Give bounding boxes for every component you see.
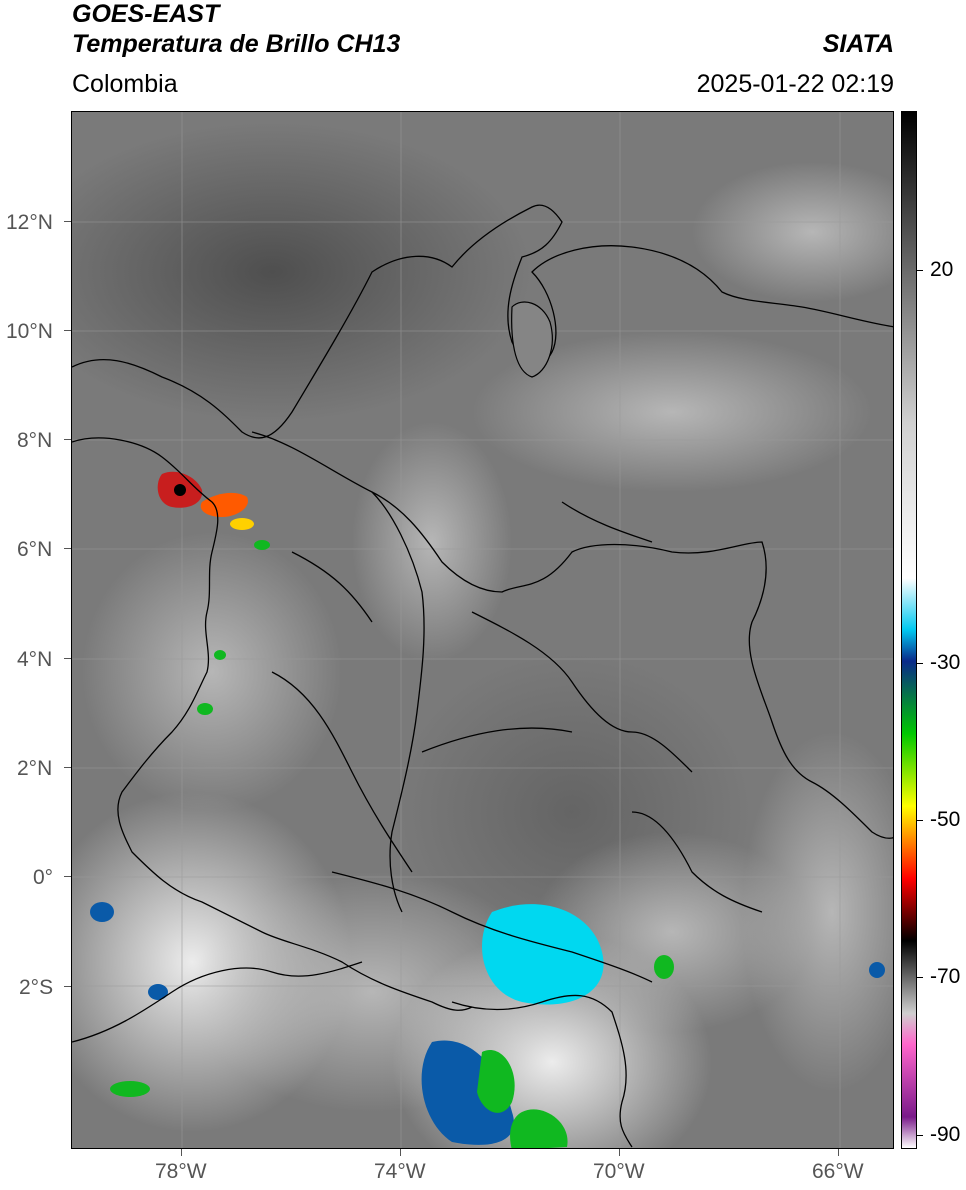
convective-core bbox=[200, 492, 248, 517]
cold-cloud-top bbox=[869, 962, 885, 978]
convective-core bbox=[510, 1109, 568, 1148]
colorbar-tick bbox=[917, 663, 923, 664]
lon-tick bbox=[400, 1149, 401, 1156]
colorbar-tick bbox=[917, 270, 923, 271]
convective-core bbox=[230, 518, 254, 530]
border-internal bbox=[291, 551, 373, 623]
gridlines bbox=[72, 112, 893, 1148]
border-peru bbox=[331, 871, 653, 983]
border-internal bbox=[471, 611, 693, 773]
colorbar-tick bbox=[917, 977, 923, 978]
lat-tick bbox=[64, 330, 71, 331]
border-internal bbox=[421, 727, 573, 753]
lat-tick bbox=[64, 876, 71, 877]
cloud-mass bbox=[742, 732, 893, 1092]
lat-tick bbox=[64, 658, 71, 659]
cold-cloud-top bbox=[482, 904, 604, 1005]
border-internal bbox=[631, 811, 763, 913]
borders bbox=[72, 204, 893, 1148]
cloud-mass bbox=[692, 162, 893, 302]
lat-tick bbox=[64, 221, 71, 222]
cold-cloud-top bbox=[148, 984, 168, 1000]
coastline-pacific bbox=[72, 437, 473, 1011]
convective-core bbox=[254, 540, 270, 550]
lat-label: 12°N bbox=[6, 211, 53, 234]
cloud-mass bbox=[352, 422, 512, 662]
colorbar-label: -70 bbox=[930, 965, 961, 988]
lat-tick bbox=[64, 439, 71, 440]
product-title: Temperatura de Brillo CH13 bbox=[72, 30, 401, 58]
lon-tick bbox=[181, 1149, 182, 1156]
lake-maracaibo bbox=[511, 301, 553, 378]
lat-tick bbox=[64, 767, 71, 768]
satellite-title: GOES-EAST bbox=[72, 0, 220, 28]
border-internal bbox=[271, 671, 413, 873]
convective-core bbox=[214, 650, 226, 660]
colorbar-label: 20 bbox=[930, 258, 954, 281]
convective-core bbox=[110, 1081, 150, 1097]
lat-label: 0° bbox=[33, 866, 54, 889]
convective-core bbox=[654, 955, 674, 979]
dark-region bbox=[72, 122, 532, 422]
convective-core bbox=[174, 484, 186, 496]
cloud-mass bbox=[472, 332, 872, 492]
lon-label: 66°W bbox=[812, 1160, 864, 1183]
lat-label: 6°N bbox=[17, 538, 53, 561]
coastline-north bbox=[72, 204, 893, 439]
colorbar-tick bbox=[917, 1135, 923, 1136]
lon-tick bbox=[838, 1149, 839, 1156]
lat-label: 2°N bbox=[17, 757, 53, 780]
border-ecuador bbox=[72, 961, 363, 1043]
lon-label: 74°W bbox=[374, 1160, 426, 1183]
border-venezuela bbox=[251, 431, 893, 839]
satellite-map[interactable] bbox=[71, 111, 894, 1149]
lon-label: 70°W bbox=[593, 1160, 645, 1183]
brand-label: SIATA bbox=[822, 30, 894, 58]
temperature-colorbar bbox=[901, 111, 917, 1149]
cold-cloud-top bbox=[421, 1040, 514, 1145]
lat-label: 2°S bbox=[19, 976, 54, 999]
colorbar-label: -90 bbox=[930, 1123, 961, 1146]
colorbar-label: -30 bbox=[930, 651, 961, 674]
lat-tick bbox=[64, 548, 71, 549]
lat-label: 8°N bbox=[17, 429, 53, 452]
convective-core bbox=[197, 703, 213, 715]
cloud-mass bbox=[532, 832, 812, 1032]
lat-label: 10°N bbox=[6, 320, 53, 343]
region-label: Colombia bbox=[72, 70, 178, 98]
border-brazil bbox=[451, 994, 633, 1148]
map-canvas bbox=[72, 112, 893, 1148]
cloud-mass bbox=[82, 532, 342, 812]
border-internal bbox=[371, 491, 425, 913]
timestamp: 2025-01-22 02:19 bbox=[696, 70, 894, 98]
convective-core bbox=[477, 1050, 515, 1113]
lon-label: 78°W bbox=[155, 1160, 207, 1183]
colorbar-tick bbox=[917, 820, 923, 821]
border-internal bbox=[561, 501, 653, 543]
lat-tick bbox=[64, 986, 71, 987]
colorbar-label: -50 bbox=[930, 808, 961, 831]
lat-label: 4°N bbox=[17, 648, 53, 671]
cold-cloud-top bbox=[90, 902, 114, 922]
lon-tick bbox=[619, 1149, 620, 1156]
